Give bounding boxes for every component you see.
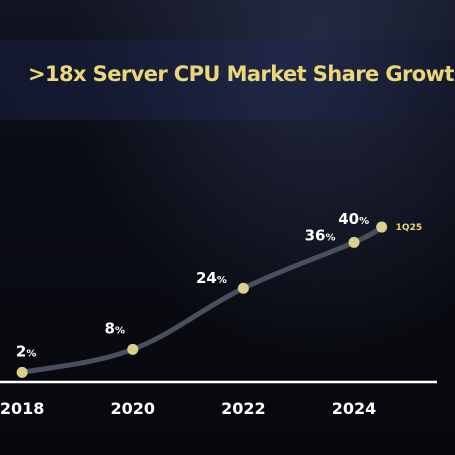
x-tick-labels: 2018 2020 2022 2024	[0, 399, 376, 418]
data-label-3: 36%	[305, 226, 336, 244]
data-label-2: 24%	[196, 269, 227, 287]
data-points	[16, 221, 388, 378]
data-label-0: 2%	[16, 342, 36, 360]
x-tick-label-2024: 2024	[332, 399, 377, 418]
x-tick-label-2020: 2020	[110, 399, 155, 418]
x-tick-label-2022: 2022	[221, 399, 266, 418]
data-point-2	[237, 282, 249, 294]
data-point-4	[376, 221, 388, 233]
series-line	[19, 224, 385, 375]
data-label-1: 8%	[105, 319, 125, 337]
data-labels: 2% 8% 24% 36%40% 1Q25	[16, 210, 422, 360]
data-point-0	[16, 366, 28, 378]
data-point-1	[127, 343, 139, 355]
x-tick-label-2018: 2018	[0, 399, 44, 418]
title-banner	[0, 40, 455, 120]
data-label-4: 40%	[338, 210, 369, 228]
annotation-4: 1Q25	[396, 223, 422, 233]
chart-title: >18x Server CPU Market Share Growth	[28, 62, 455, 86]
data-point-3	[348, 236, 360, 248]
